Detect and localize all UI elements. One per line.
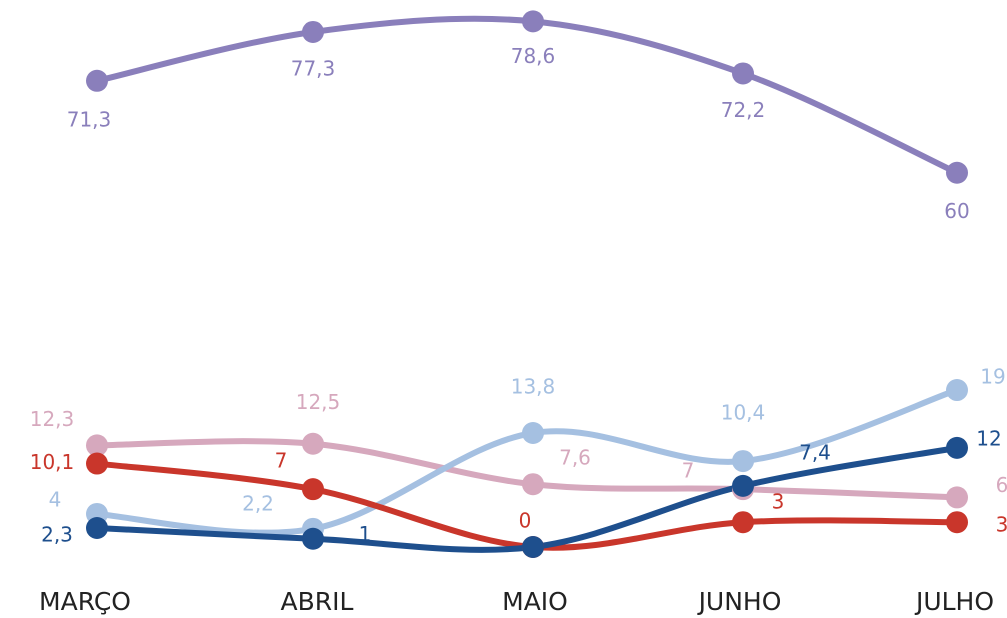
point [302,478,324,501]
point [732,62,754,85]
point [522,473,544,496]
point [86,452,108,475]
x-tick-label: ABRIL [281,587,354,616]
value-label: 0 [519,509,532,533]
series-line [94,15,960,176]
value-label: 60 [944,199,969,223]
point [302,432,324,455]
value-label: 3 [996,513,1007,537]
value-label: 7,4 [799,440,831,464]
value-label: 19 [980,365,1005,389]
value-label: 12 [976,426,1001,450]
point [946,511,968,534]
value-label: 12,3 [30,407,75,431]
value-label: 71,3 [67,107,112,131]
value-label: 10,1 [30,450,75,474]
value-label: 7 [275,449,288,473]
value-label: 7,6 [559,446,591,470]
point [86,516,108,539]
value-label: 78,6 [511,44,556,68]
point [946,486,968,509]
point [732,474,754,497]
point [946,161,968,184]
point [86,69,108,92]
point [522,10,544,33]
value-label: 4 [49,487,62,511]
value-label: 7 [682,459,695,483]
value-label: 2,3 [41,522,73,546]
point [522,536,544,558]
point [302,527,324,550]
value-label: 3 [772,490,785,514]
value-label: 12,5 [296,390,341,414]
point [732,511,754,534]
value-label: 72,2 [721,98,766,122]
x-tick-label: MARÇO [39,587,131,616]
value-label: 13,8 [511,374,556,398]
x-tick-label: JULHO [914,587,994,616]
value-label: 6 [996,473,1007,497]
value-label: 1 [359,522,372,546]
value-label: 2,2 [242,491,274,515]
point [946,436,968,459]
point [732,450,754,473]
x-tick-label: JUNHO [697,587,782,616]
point [946,379,968,402]
point [522,421,544,444]
x-tick-label: MAIO [502,587,568,616]
value-label: 10,4 [721,401,766,425]
value-label: 77,3 [291,56,336,80]
point [86,434,108,457]
point [302,20,324,43]
